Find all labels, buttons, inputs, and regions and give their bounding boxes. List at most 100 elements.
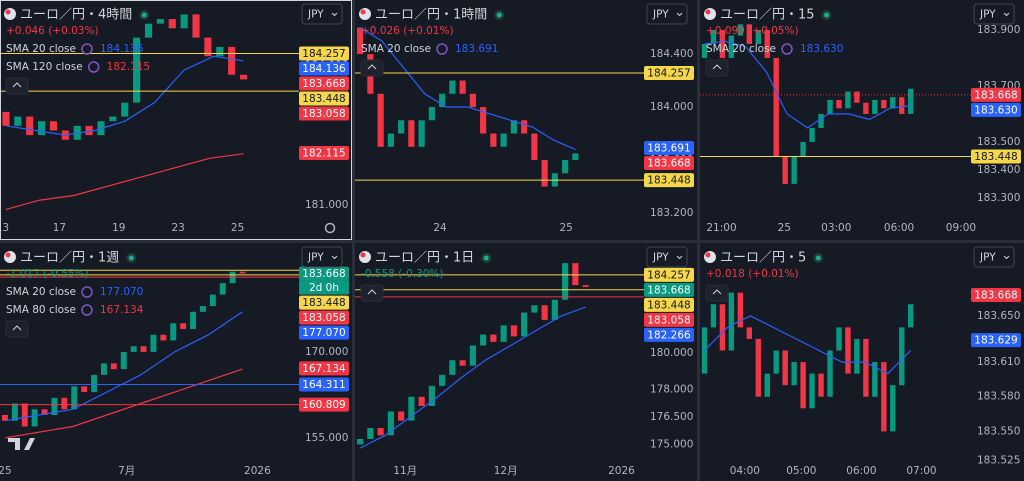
candle xyxy=(428,385,435,406)
candle xyxy=(908,88,914,114)
x-tick-label: 12月 xyxy=(494,465,518,477)
y-tick-label: 183.200 xyxy=(650,207,693,219)
collapse-button[interactable] xyxy=(5,77,29,95)
chart-panel[interactable]: 184.000181.0001317192325184.257184.13618… xyxy=(0,0,352,240)
candle xyxy=(773,350,779,374)
collapse-button[interactable] xyxy=(360,284,384,302)
candle xyxy=(41,409,48,415)
candle xyxy=(170,323,177,341)
currency-button[interactable] xyxy=(646,246,688,268)
currency-button[interactable] xyxy=(301,246,343,268)
candle xyxy=(85,125,93,136)
price-tag xyxy=(299,377,349,392)
indicator-value: 183.691 xyxy=(455,43,498,55)
candle xyxy=(31,409,38,427)
indicator-settings[interactable] xyxy=(81,286,93,298)
candle xyxy=(21,403,28,427)
candle xyxy=(387,133,394,147)
candle xyxy=(180,14,188,29)
currency-label: JPY xyxy=(979,252,996,264)
candle xyxy=(398,120,405,134)
currency-button[interactable] xyxy=(301,3,343,25)
price-tag xyxy=(299,76,349,91)
price-tag xyxy=(299,266,349,281)
candle xyxy=(180,323,187,329)
indicator-settings[interactable] xyxy=(81,43,93,55)
chevron xyxy=(1003,255,1010,260)
currency-label: JPY xyxy=(652,252,669,264)
candle xyxy=(791,155,797,184)
indicator-settings[interactable] xyxy=(87,61,100,73)
y-tick-label: 176.500 xyxy=(650,411,693,423)
price-tag xyxy=(644,140,694,155)
indicator-settings[interactable] xyxy=(781,43,793,55)
currency-button[interactable] xyxy=(973,246,1015,268)
price-tag-label: 183.448 xyxy=(302,297,345,309)
settings-icon[interactable] xyxy=(324,222,336,234)
price-tag xyxy=(299,146,349,161)
candle xyxy=(110,363,117,370)
sma-line xyxy=(5,153,244,210)
candle xyxy=(728,35,735,58)
chart-panel[interactable]: 170.000 155.000 25 7月 2026 183.668 2d 0h 183.44… xyxy=(0,243,352,481)
symbol-icon xyxy=(704,8,716,20)
candle xyxy=(469,345,476,366)
currency-button[interactable] xyxy=(646,3,688,25)
candle xyxy=(219,283,226,295)
x-tick-label: 25 xyxy=(559,222,572,234)
candle xyxy=(719,304,726,351)
candle xyxy=(367,427,374,439)
chevron xyxy=(676,12,683,17)
candle xyxy=(439,374,446,386)
price-tag-label: 183.668 xyxy=(647,284,690,296)
indicator-settings[interactable] xyxy=(436,43,448,55)
candle xyxy=(377,93,384,147)
candle xyxy=(572,153,579,161)
y-tick-label: 184.400 xyxy=(650,48,693,60)
candle xyxy=(428,107,435,121)
x-tick-label: 09:00 xyxy=(946,222,976,234)
candle xyxy=(908,304,914,328)
candle xyxy=(782,350,788,386)
candle xyxy=(541,305,548,320)
price-tag xyxy=(971,149,1021,164)
collapse-button[interactable] xyxy=(360,59,384,77)
symbol-title: ユーロ／円・1日 xyxy=(375,251,474,266)
price-tag-label: 182.266 xyxy=(647,329,691,341)
indicator-value: 182.115 xyxy=(107,61,150,73)
indicator-name: SMA 20 close xyxy=(6,43,76,55)
collapse-button[interactable] xyxy=(705,59,729,77)
chart-panel[interactable]: 180.000 178.000 176.500 175.000 11月 12月 2026 18… xyxy=(355,243,697,481)
panel-background xyxy=(355,0,697,240)
symbol-title: ユーロ／円・15 xyxy=(720,8,815,23)
market-status-dot xyxy=(483,255,489,261)
price-tag xyxy=(299,295,349,310)
chart-panel[interactable]: 184.400184.000183.600183.2002425184.2571… xyxy=(355,0,697,240)
candle xyxy=(710,29,717,44)
candle xyxy=(854,338,860,374)
candle xyxy=(490,334,497,342)
price-tag xyxy=(644,312,694,327)
indicator-settings[interactable] xyxy=(81,304,93,316)
price-tag xyxy=(971,87,1021,102)
chart-panel[interactable]: 183.650 183.610 183.580 183.550 183.525 04:00… xyxy=(700,243,1024,481)
currency-button[interactable] xyxy=(973,3,1015,25)
candle xyxy=(156,19,164,24)
x-tick-label: 13 xyxy=(0,222,9,234)
candle xyxy=(764,373,770,397)
candle xyxy=(49,121,58,131)
currency-label: JPY xyxy=(307,252,324,264)
collapse-button[interactable] xyxy=(5,320,29,338)
change-label: -1.017 (-0.55%) xyxy=(6,268,89,280)
collapse-button[interactable] xyxy=(705,284,729,302)
candle xyxy=(239,74,248,80)
price-tag xyxy=(644,65,694,80)
candle xyxy=(26,116,34,136)
price-tag-label: 183.668 xyxy=(302,78,345,90)
chart-panel[interactable]: 183.900183.700183.500183.400183.30021:00… xyxy=(700,0,1024,240)
indicator-name: SMA 80 close xyxy=(6,304,76,316)
price-tag-label: 182.115 xyxy=(302,148,345,160)
candle xyxy=(737,292,744,328)
